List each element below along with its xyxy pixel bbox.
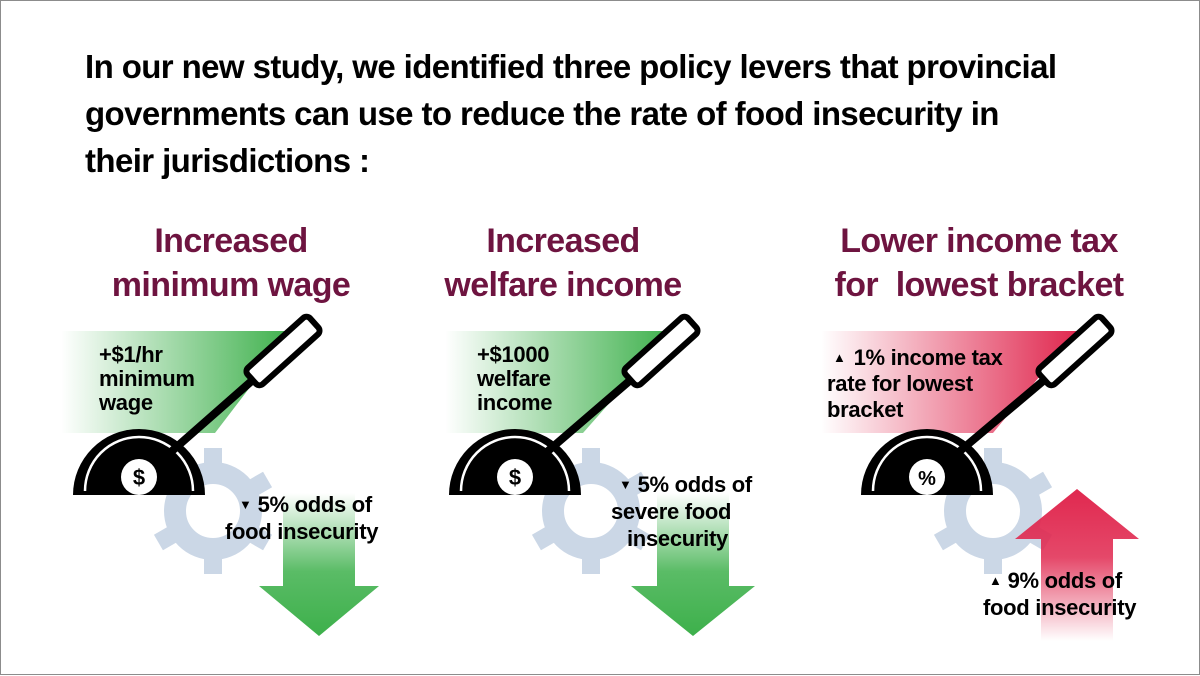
effect-line: ▲ 9% odds of: [989, 568, 1122, 593]
lever-label-line: ▲ 1% income tax: [833, 345, 1003, 370]
panel-minimum-wage: $ Increased minimum wage +$1/hr minimum …: [1, 1, 401, 676]
lever-handle: [168, 367, 267, 455]
lever-label-line: +$1000: [477, 342, 550, 367]
panel-title: Lower income tax for lowest bracket: [779, 219, 1179, 307]
lever-handle: [956, 367, 1059, 455]
up-arrow-icon: [1015, 489, 1139, 641]
panel-graphic: %: [821, 313, 1139, 641]
effect-label: ▲ 9% odds of food insecurity: [983, 567, 1136, 621]
dial-symbol-circle: [497, 459, 533, 495]
down-arrow-icon: [631, 493, 755, 636]
panel-title-line: Increased: [154, 222, 308, 260]
panel-title-line: minimum wage: [111, 266, 351, 304]
panel-title: Increased minimum wage: [31, 219, 431, 307]
lever-label: +$1000 welfare income: [477, 342, 553, 415]
dial-symbol: $: [509, 465, 521, 490]
lever-band: [445, 331, 673, 433]
lever-label: ▲ 1% income tax rate for lowest bracket: [827, 345, 1003, 423]
panel-title-line: for lowest bracket: [834, 266, 1124, 304]
lever-grip: [243, 313, 323, 389]
triangle-up-icon: ▲: [989, 573, 1002, 588]
effect-line: ▼ 5% odds of: [619, 472, 752, 497]
panel-title-line: Increased: [486, 222, 640, 260]
effect-label: ▼ 5% odds of food insecurity: [225, 491, 378, 545]
dial-symbol: %: [918, 468, 936, 490]
headline-line: In our new study, we identified three po…: [85, 48, 1057, 85]
triangle-up-icon: ▲: [833, 350, 846, 365]
dial-symbol-circle: [909, 459, 945, 495]
dial-ring: [459, 435, 571, 492]
lever-grip: [621, 313, 701, 389]
effect-line: food insecurity: [225, 519, 379, 544]
lever-label: +$1/hr minimum wage: [99, 343, 195, 415]
dial-ring: [871, 435, 983, 492]
panel-title-line: Lower income tax: [840, 222, 1118, 260]
headline-line: their jurisdictions :: [85, 142, 370, 179]
lever-grip: [1035, 313, 1115, 389]
triangle-down-icon: ▼: [619, 477, 632, 492]
panel-graphic: $: [61, 313, 379, 636]
panel-graphic: $: [445, 313, 755, 636]
down-arrow-icon: [259, 493, 379, 636]
lever-label-line: welfare: [477, 366, 551, 391]
headline-line: governments can use to reduce the rate o…: [85, 95, 999, 132]
dial-symbol-circle: [121, 459, 157, 495]
panel-title: Increased welfare income: [363, 219, 763, 307]
lever-label-line: minimum: [99, 366, 195, 391]
dial-ring: [83, 435, 195, 492]
headline: In our new study, we identified three po…: [85, 43, 1165, 184]
lever-label-line: income: [477, 390, 553, 415]
lever-label-line: rate for lowest: [827, 371, 973, 396]
lever-label-line: bracket: [827, 397, 904, 422]
dial-symbol: $: [133, 465, 145, 490]
lever-label-line: +$1/hr: [99, 342, 163, 367]
effect-line: food insecurity: [983, 595, 1137, 620]
panel-title-line: welfare income: [444, 266, 682, 304]
panel-welfare-income: $ Increased welfare income +$1000 welfar…: [401, 1, 801, 676]
lever-band: [61, 331, 293, 433]
effect-line: severe food: [611, 499, 732, 524]
lever-label-line: wage: [99, 390, 153, 415]
effect-label: ▼ 5% odds of severe food insecurity: [611, 471, 752, 552]
panel-income-tax: % Lower income tax for lowest bracket ▲ 1…: [801, 1, 1200, 676]
lever-handle: [544, 367, 645, 455]
triangle-down-icon: ▼: [239, 497, 252, 512]
effect-line: insecurity: [627, 526, 728, 551]
effect-line: ▼ 5% odds of: [239, 492, 372, 517]
